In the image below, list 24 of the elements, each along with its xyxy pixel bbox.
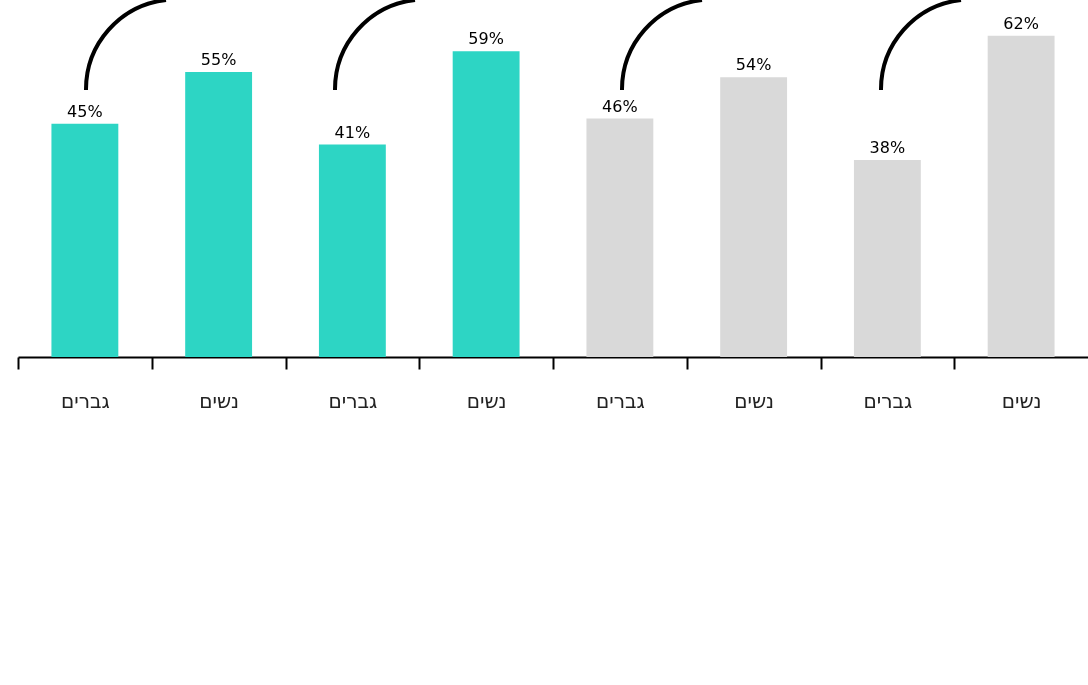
x-tick-label: נשים bbox=[466, 388, 507, 413]
x-tick-label: גברים bbox=[328, 388, 378, 413]
bar bbox=[586, 118, 654, 357]
data-label: 38% bbox=[869, 138, 906, 158]
bar bbox=[452, 51, 520, 357]
bar bbox=[51, 123, 119, 357]
data-label: 55% bbox=[200, 49, 237, 69]
data-label: 45% bbox=[67, 101, 103, 121]
data-label: 46% bbox=[602, 96, 638, 116]
x-tick-label: גברים bbox=[595, 388, 645, 413]
bar bbox=[720, 77, 788, 357]
x-tick-label: נשים bbox=[734, 388, 775, 413]
bar bbox=[318, 144, 386, 357]
x-tick-label: גברים bbox=[60, 388, 110, 413]
x-tick-label: נשים bbox=[199, 388, 240, 413]
x-tick-label: נשים bbox=[1001, 388, 1042, 413]
bar bbox=[185, 71, 253, 357]
data-label: 59% bbox=[468, 29, 504, 49]
x-tick-label: גברים bbox=[863, 388, 913, 413]
data-label: 54% bbox=[735, 55, 772, 75]
bar bbox=[987, 35, 1055, 357]
bar bbox=[853, 160, 921, 357]
data-label: 62% bbox=[1003, 13, 1039, 33]
data-label: 41% bbox=[334, 122, 371, 142]
